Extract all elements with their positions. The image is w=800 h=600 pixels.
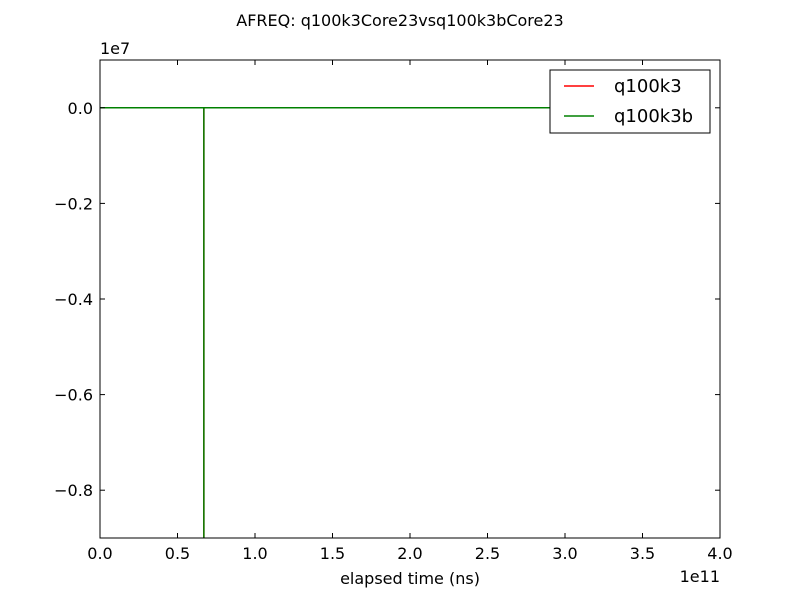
- y-axis-ticks: 0.0 −0.2 −0.4 −0.6 −0.8: [54, 99, 720, 500]
- y-tick-label: 0.0: [68, 99, 93, 118]
- x-tick-label: 3.0: [552, 544, 577, 563]
- y-tick-label: −0.2: [54, 194, 93, 213]
- x-axis-ticks: 0.0 0.5 1.0 1.5 2.0 2.5 3.0 3.5 4.0: [87, 60, 733, 563]
- plot-layer: [100, 107, 565, 538]
- x-tick-label: 1.5: [320, 544, 345, 563]
- x-axis-label: elapsed time (ns): [340, 569, 480, 588]
- legend-label-q100k3: q100k3: [614, 76, 682, 97]
- legend-label-q100k3b: q100k3b: [614, 106, 693, 127]
- legend: q100k3 q100k3b: [549, 69, 711, 134]
- x-tick-label: 0.5: [165, 544, 190, 563]
- y-offset-label: 1e7: [100, 39, 130, 58]
- x-offset-label: 1e11: [680, 567, 720, 586]
- legend-box: [549, 69, 711, 134]
- x-tick-label: 1.0: [242, 544, 267, 563]
- y-tick-label: −0.6: [54, 386, 93, 405]
- x-tick-label: 0.0: [87, 544, 112, 563]
- x-tick-label: 4.0: [707, 544, 732, 563]
- x-tick-label: 2.0: [397, 544, 422, 563]
- y-tick-label: −0.8: [54, 481, 93, 500]
- series-line-q100k3b: [100, 107, 565, 538]
- chart-title: AFREQ: q100k3Core23vsq100k3bCore23: [236, 11, 563, 30]
- x-tick-label: 2.5: [475, 544, 500, 563]
- y-tick-label: −0.4: [54, 290, 93, 309]
- x-tick-label: 3.5: [630, 544, 655, 563]
